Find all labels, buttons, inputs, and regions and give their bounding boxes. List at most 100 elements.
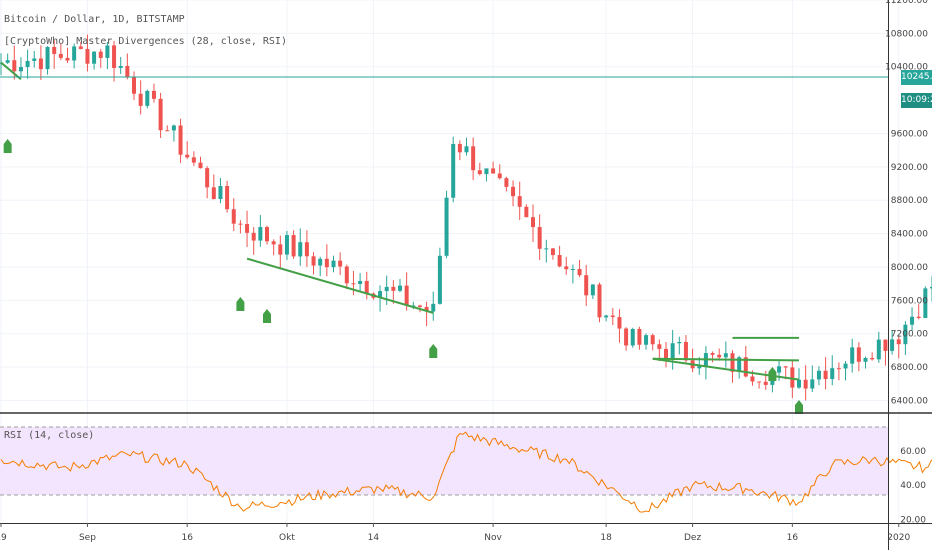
rsi-legend[interactable]: RSI (14, close) bbox=[4, 430, 95, 441]
candle-body bbox=[504, 178, 509, 187]
candle-body bbox=[517, 196, 522, 207]
rsi-line bbox=[0, 431, 932, 513]
candle-body bbox=[777, 366, 782, 373]
candle-body bbox=[25, 60, 30, 68]
candle-body bbox=[803, 379, 808, 389]
candle-body bbox=[105, 45, 110, 58]
candle-body bbox=[923, 288, 928, 318]
candle-body bbox=[318, 258, 323, 266]
candle-body bbox=[65, 57, 70, 61]
candle-body bbox=[457, 143, 462, 153]
divergence-line bbox=[0, 61, 22, 81]
candle-body bbox=[903, 324, 908, 345]
candle-body bbox=[398, 285, 402, 291]
candle-body bbox=[231, 209, 236, 224]
candle-body bbox=[471, 146, 476, 171]
price-axis[interactable]: 11200.00 10800.00 10400.00 9600.00 9200.00 88… bbox=[885, 0, 928, 406]
candle-body bbox=[657, 344, 662, 349]
candle-body bbox=[637, 328, 642, 345]
candle-body bbox=[863, 357, 868, 362]
candle-body bbox=[271, 241, 276, 245]
candle-body bbox=[85, 48, 90, 64]
rsi-band bbox=[0, 427, 888, 495]
candle-body bbox=[112, 45, 117, 68]
rsi-tick-label: 40.00 bbox=[900, 481, 926, 491]
candle-body bbox=[830, 368, 835, 380]
candle-body bbox=[610, 315, 615, 318]
rsi-axis[interactable]: 60.00 40.00 20.00 bbox=[900, 447, 926, 526]
time-tick-label: 16 bbox=[787, 533, 799, 543]
candle-body bbox=[584, 275, 589, 296]
candle-body bbox=[890, 339, 895, 351]
candle-body bbox=[52, 46, 57, 54]
candle-body bbox=[384, 286, 389, 292]
candle-body bbox=[238, 223, 243, 225]
candle-body bbox=[650, 335, 655, 345]
candle-body bbox=[757, 381, 762, 383]
candle-body bbox=[783, 366, 788, 368]
candle-body bbox=[171, 125, 176, 131]
candle-body bbox=[597, 284, 602, 318]
candle-body bbox=[291, 235, 296, 257]
candle-body bbox=[717, 354, 722, 358]
candle-body bbox=[45, 46, 50, 70]
price-tick-label: 6400.00 bbox=[891, 396, 928, 406]
candle-body bbox=[5, 60, 10, 63]
candle-body bbox=[896, 339, 901, 345]
candle-body bbox=[550, 248, 555, 256]
candle-body bbox=[511, 186, 516, 197]
candle-body bbox=[870, 357, 875, 360]
candle-body bbox=[92, 51, 97, 64]
candle-body bbox=[78, 46, 83, 49]
candle-body bbox=[72, 46, 77, 61]
price-tick-label: 8400.00 bbox=[891, 230, 928, 240]
candle-body bbox=[165, 130, 170, 132]
candle-body bbox=[590, 284, 595, 296]
countdown-tag: 10:09:28 bbox=[901, 93, 932, 108]
candle-body bbox=[311, 256, 316, 266]
candle-body bbox=[132, 76, 136, 94]
rsi-layer bbox=[0, 431, 932, 513]
candle-body bbox=[391, 286, 396, 291]
candle-body bbox=[876, 339, 881, 360]
indicator-legend[interactable]: [CryptoWho] Master Divergences (28, clos… bbox=[4, 36, 287, 47]
bullish-signal-arrow bbox=[429, 344, 438, 358]
candle-body bbox=[331, 260, 336, 268]
candle-body bbox=[910, 316, 915, 325]
candle-body bbox=[58, 53, 63, 58]
bullish-signal-arrow bbox=[3, 139, 12, 153]
candle-body bbox=[324, 258, 329, 268]
candle-body bbox=[151, 90, 156, 99]
candle-body bbox=[304, 242, 309, 257]
candle-body bbox=[850, 347, 855, 364]
price-tick-label: 6800.00 bbox=[891, 363, 928, 373]
candle-body bbox=[524, 206, 529, 218]
time-axis[interactable]: 19Sep16Okt14Nov18Dez16202014Feb17Mrz16Ap… bbox=[0, 523, 932, 543]
candle-body bbox=[930, 286, 932, 289]
candle-body bbox=[497, 173, 502, 179]
candle-body bbox=[664, 348, 668, 360]
candle-body bbox=[191, 157, 196, 163]
candle-body bbox=[351, 283, 356, 285]
candle-body bbox=[730, 353, 735, 372]
candle-body bbox=[12, 60, 17, 72]
candle-body bbox=[125, 65, 130, 77]
candle-body bbox=[118, 65, 123, 68]
candle-body bbox=[298, 242, 303, 257]
bullish-signal-arrow bbox=[768, 367, 777, 381]
candle-body bbox=[431, 303, 436, 312]
candle-body bbox=[557, 255, 562, 267]
candles-layer bbox=[0, 34, 932, 401]
symbol-title[interactable]: Bitcoin / Dollar, 1D, BITSTAMP bbox=[4, 14, 185, 25]
candle-body bbox=[644, 335, 649, 345]
candle-body bbox=[816, 370, 821, 380]
candle-body bbox=[225, 186, 230, 210]
bullish-signal-arrow bbox=[263, 309, 271, 323]
candle-body bbox=[723, 353, 728, 358]
price-tick-label: 7600.00 bbox=[891, 296, 928, 306]
candle-body bbox=[185, 154, 190, 158]
candle-body bbox=[284, 235, 289, 255]
time-tick-label: 2020 bbox=[887, 533, 910, 543]
candle-body bbox=[710, 353, 715, 355]
